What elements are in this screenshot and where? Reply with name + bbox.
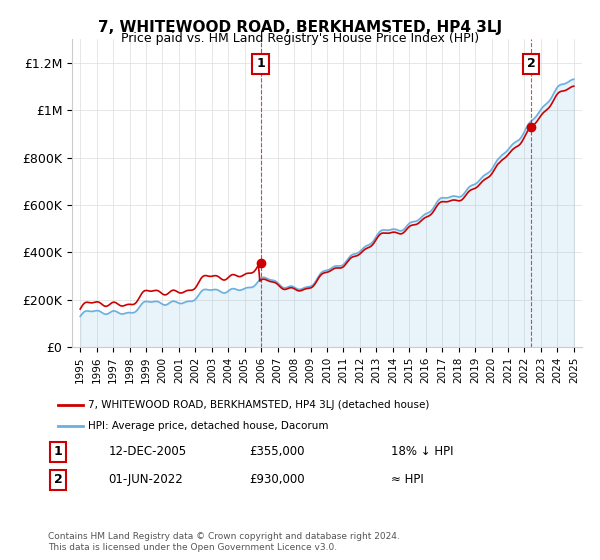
Text: £355,000: £355,000: [250, 445, 305, 459]
Text: £930,000: £930,000: [250, 473, 305, 487]
Text: 01-JUN-2022: 01-JUN-2022: [109, 473, 183, 487]
Text: Contains HM Land Registry data © Crown copyright and database right 2024.
This d: Contains HM Land Registry data © Crown c…: [48, 532, 400, 552]
Text: 18% ↓ HPI: 18% ↓ HPI: [391, 445, 453, 459]
Text: 7, WHITEWOOD ROAD, BERKHAMSTED, HP4 3LJ: 7, WHITEWOOD ROAD, BERKHAMSTED, HP4 3LJ: [98, 20, 502, 35]
Text: 2: 2: [54, 473, 62, 487]
Text: HPI: Average price, detached house, Dacorum: HPI: Average price, detached house, Daco…: [88, 421, 329, 431]
Text: 1: 1: [54, 445, 62, 459]
Text: 2: 2: [527, 57, 536, 71]
Text: 7, WHITEWOOD ROAD, BERKHAMSTED, HP4 3LJ (detached house): 7, WHITEWOOD ROAD, BERKHAMSTED, HP4 3LJ …: [88, 400, 430, 410]
Text: 1: 1: [256, 57, 265, 71]
Text: 12-DEC-2005: 12-DEC-2005: [109, 445, 187, 459]
Text: Price paid vs. HM Land Registry's House Price Index (HPI): Price paid vs. HM Land Registry's House …: [121, 32, 479, 45]
Text: ≈ HPI: ≈ HPI: [391, 473, 424, 487]
